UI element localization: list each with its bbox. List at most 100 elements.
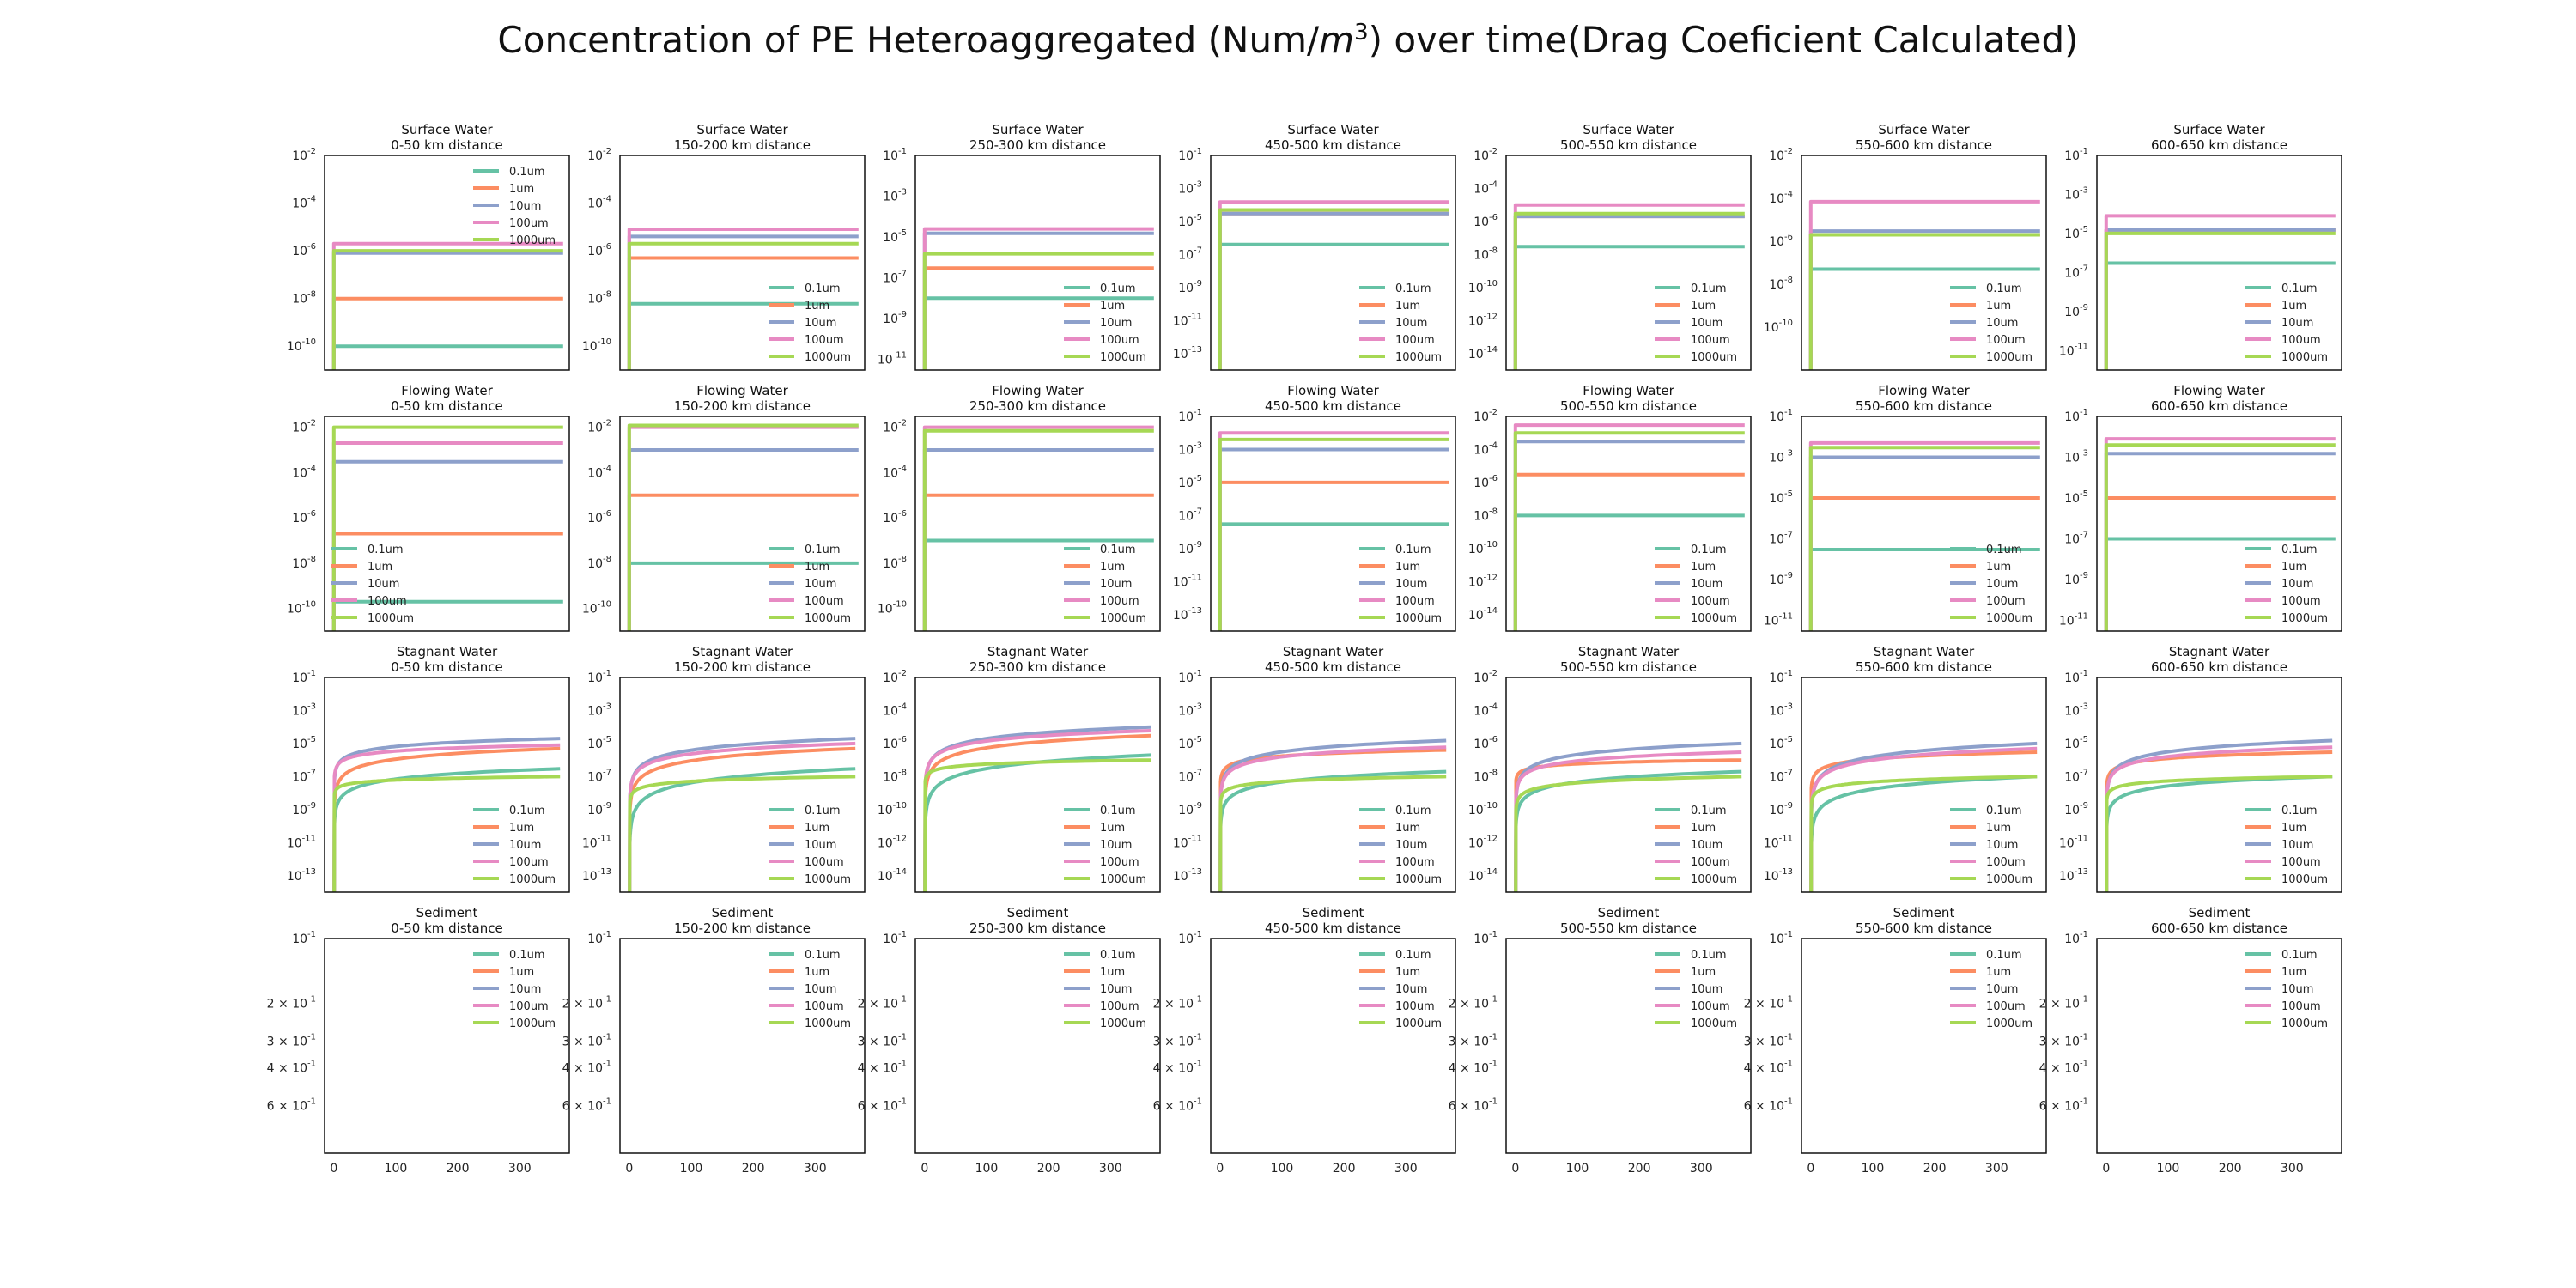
y-tick-label: 10-10 (1468, 540, 1498, 556)
y-tick-label: 3 × 10-1 (1744, 1032, 1793, 1048)
legend-label: 100um (1100, 856, 1139, 869)
x-tick-label: 100 (1566, 1162, 1589, 1176)
subplot-title: 550-600 km distance (1856, 920, 1992, 936)
subplot-title: Surface Water (1878, 122, 1970, 137)
y-tick-label: 4 × 10-1 (2039, 1060, 2088, 1076)
subplot-title: Surface Water (1583, 122, 1674, 137)
y-tick-label: 10-7 (2064, 768, 2088, 784)
legend-label: 10um (368, 578, 399, 591)
y-tick-label: 10-4 (1473, 179, 1498, 196)
y-tick-label: 10-8 (587, 555, 611, 571)
legend-label: 1um (1986, 300, 2011, 313)
subplot-title: Stagnant Water (692, 644, 793, 659)
y-tick-label: 10-1 (1178, 408, 1202, 424)
series-line-100um (628, 741, 856, 892)
legend-label: 1um (1986, 822, 2011, 835)
subplot-title: 600-650 km distance (2151, 920, 2287, 936)
series-group (1513, 423, 1745, 631)
legend-label: 100um (368, 595, 407, 608)
legend-label: 100um (1100, 595, 1139, 608)
legend-label: 0.1um (1395, 283, 1431, 295)
legend-label: 10um (1100, 578, 1132, 591)
y-tick-label: 10-13 (1764, 867, 1793, 884)
legend-label: 1000um (1100, 612, 1146, 625)
y-tick-label: 10-12 (1468, 573, 1498, 589)
legend-label: 1um (1395, 822, 1420, 835)
subplot-title: 550-600 km distance (1856, 659, 1992, 675)
axes-frame (2096, 155, 2342, 371)
y-tick-label: 10-1 (883, 930, 907, 946)
series-group (2104, 437, 2336, 631)
legend-label: 1000um (2281, 351, 2328, 364)
x-tick-label: 100 (1862, 1162, 1885, 1176)
y-tick-label: 10-9 (1178, 279, 1202, 295)
y-tick-label: 10-12 (1468, 312, 1498, 328)
legend-label: 1um (1100, 966, 1125, 979)
y-tick-label: 10-10 (287, 600, 316, 617)
legend-label: 1um (509, 966, 534, 979)
legend-label: 0.1um (1395, 949, 1431, 962)
y-tick-label: 10-14 (1468, 867, 1498, 884)
y-tick-label: 10-7 (1178, 507, 1202, 523)
series-group (627, 423, 859, 631)
legend: 0.1um 1um 10um 100um 1000um (1359, 805, 1442, 886)
y-tick-label: 10-13 (1173, 606, 1202, 623)
subplot-title: 550-600 km distance (1856, 137, 1992, 153)
y-tick-label: 10-11 (1173, 573, 1202, 589)
y-tick-label: 6 × 10-1 (562, 1097, 611, 1114)
y-tick-label: 10-8 (1473, 768, 1498, 784)
legend-label: 10um (1395, 983, 1427, 996)
legend-label: 10um (1691, 578, 1722, 591)
subplot-title: Stagnant Water (397, 644, 498, 659)
series-group (1808, 440, 2040, 631)
legend-label: 100um (1395, 334, 1435, 347)
y-tick-label: 10-8 (587, 290, 611, 307)
legend: 0.1um 1um 10um 100um 1000um (1064, 283, 1146, 364)
y-tick-label: 10-4 (587, 195, 611, 211)
legend-label: 100um (1691, 856, 1730, 869)
y-tick-label: 2 × 10-1 (2039, 994, 2088, 1011)
series-line-1000um (1218, 775, 1447, 892)
series-group (1808, 199, 2040, 370)
legend-label: 100um (509, 856, 549, 869)
axes-frame (1210, 155, 1456, 371)
legend-label: 10um (1100, 983, 1132, 996)
y-tick-label: 10-2 (587, 147, 611, 163)
legend-label: 1um (1691, 966, 1716, 979)
axes-frame (2096, 938, 2342, 1154)
legend-label: 10um (1691, 983, 1722, 996)
series-group (332, 737, 561, 892)
axes-frame (914, 677, 1161, 893)
legend-label: 0.1um (1100, 544, 1136, 556)
legend-label: 10um (805, 578, 836, 591)
legend-label: 10um (805, 839, 836, 852)
x-tick-label: 300 (508, 1162, 532, 1176)
x-tick-label: 200 (1037, 1162, 1060, 1176)
series-group (1218, 738, 1447, 892)
y-tick-label: 10-3 (1178, 179, 1202, 196)
axes-frame (2096, 416, 2342, 632)
series-line-1000um (1808, 446, 2040, 631)
y-tick-label: 10-8 (1473, 246, 1498, 262)
x-tick-label: 300 (2281, 1162, 2304, 1176)
y-tick-label: 4 × 10-1 (562, 1060, 611, 1076)
legend: 0.1um 1um 10um 100um 1000um (2245, 544, 2328, 625)
y-tick-label: 10-2 (883, 419, 907, 435)
axes-frame (1801, 938, 2047, 1154)
legend-label: 0.1um (2281, 283, 2318, 295)
legend-label: 0.1um (1691, 805, 1727, 817)
subplot-title: 600-650 km distance (2151, 659, 2287, 675)
y-tick-label: 10-6 (1769, 233, 1793, 249)
y-tick-label: 3 × 10-1 (1153, 1032, 1202, 1048)
legend-label: 100um (1986, 1000, 2026, 1013)
legend-label: 0.1um (1986, 283, 2022, 295)
axes-frame (1210, 938, 1456, 1154)
y-tick-label: 10-1 (1178, 147, 1202, 163)
legend-label: 1000um (2281, 873, 2328, 886)
y-tick-label: 10-14 (1468, 345, 1498, 361)
